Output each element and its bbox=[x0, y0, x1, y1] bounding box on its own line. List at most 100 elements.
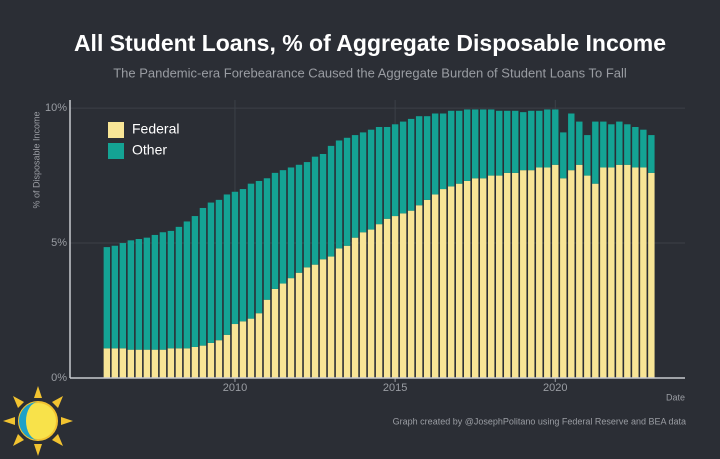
bar-segment bbox=[247, 318, 255, 378]
bar-segment bbox=[512, 110, 519, 173]
bar-segment bbox=[151, 349, 159, 378]
bar-segment bbox=[391, 216, 399, 378]
bar-segment bbox=[520, 170, 527, 378]
bar-segment bbox=[375, 224, 383, 378]
bar-segment bbox=[143, 237, 151, 350]
x-axis-label: Date bbox=[666, 392, 685, 402]
bar-segment bbox=[640, 129, 647, 168]
bar-segment bbox=[455, 183, 463, 378]
bar-segment bbox=[423, 116, 431, 200]
bar-segment bbox=[167, 348, 175, 378]
legend-swatch bbox=[108, 122, 124, 138]
bar-segment bbox=[512, 172, 519, 378]
bar-segment bbox=[111, 245, 119, 349]
bar-segment bbox=[303, 162, 311, 268]
bar-segment bbox=[439, 189, 447, 378]
bar-segment bbox=[159, 232, 167, 350]
chart-subtitle: The Pandemic-era Forebearance Caused the… bbox=[113, 65, 627, 80]
bar-segment bbox=[199, 207, 207, 346]
bar-segment bbox=[504, 172, 511, 378]
bar-segment bbox=[528, 110, 535, 171]
bar-segment bbox=[584, 135, 591, 176]
bar-segment bbox=[159, 349, 167, 378]
bar-segment bbox=[407, 210, 415, 378]
bar-segment bbox=[463, 109, 471, 181]
x-tick-label: 2010 bbox=[223, 382, 247, 394]
bar-segment bbox=[624, 124, 631, 165]
bar-segment bbox=[231, 191, 239, 325]
bar-segment bbox=[183, 348, 191, 378]
bar-segment bbox=[423, 199, 431, 378]
bar-segment bbox=[191, 346, 199, 378]
bar-segment bbox=[496, 175, 503, 378]
bar-segment bbox=[215, 199, 223, 341]
bar-segment bbox=[480, 109, 487, 179]
bar-segment bbox=[263, 299, 271, 378]
bar-segment bbox=[391, 124, 399, 217]
bar-segment bbox=[167, 230, 175, 349]
bar-segment bbox=[560, 178, 567, 378]
bar-segment bbox=[191, 216, 199, 347]
bar-segment bbox=[207, 202, 215, 343]
bar-segment bbox=[576, 121, 583, 165]
bar-segment bbox=[295, 272, 303, 378]
bar-segment bbox=[239, 189, 247, 322]
bar-segment bbox=[600, 121, 607, 168]
bar-segment bbox=[399, 213, 407, 378]
bar-segment bbox=[455, 110, 463, 184]
bar-segment bbox=[383, 218, 391, 378]
bar-segment bbox=[608, 167, 615, 378]
x-tick-label: 2015 bbox=[383, 382, 407, 394]
bar-segment bbox=[576, 164, 583, 378]
bar-segment bbox=[103, 348, 111, 378]
bar-segment bbox=[199, 345, 207, 378]
bar-segment bbox=[616, 121, 623, 165]
bar-segment bbox=[223, 194, 231, 335]
bar-segment bbox=[351, 237, 359, 378]
bar-segment bbox=[247, 183, 255, 319]
bar-segment bbox=[103, 247, 111, 349]
bar-segment bbox=[367, 129, 375, 230]
caption: Graph created by @JosephPolitano using F… bbox=[393, 416, 686, 426]
bar-segment bbox=[431, 194, 439, 378]
bar-segment bbox=[175, 226, 183, 349]
bar-segment bbox=[311, 156, 319, 265]
bar-segment bbox=[544, 109, 551, 168]
bar-segment bbox=[351, 135, 359, 238]
bar-segment bbox=[255, 180, 263, 314]
bar-segment bbox=[239, 321, 247, 378]
bar-segment bbox=[632, 126, 639, 168]
bar-segment bbox=[608, 124, 615, 168]
bar-segment bbox=[303, 267, 311, 378]
bar-segment bbox=[648, 172, 655, 378]
bar-segment bbox=[335, 140, 343, 249]
y-tick-label: 0% bbox=[51, 372, 67, 384]
bar-segment bbox=[327, 256, 335, 378]
bar-segment bbox=[600, 167, 607, 378]
bar-segment bbox=[127, 240, 135, 350]
bar-segment bbox=[119, 348, 127, 378]
bar-segment bbox=[151, 234, 159, 350]
bar-segment bbox=[335, 248, 343, 378]
bar-segment bbox=[504, 110, 511, 173]
bar-segment bbox=[383, 126, 391, 219]
bar-segment bbox=[496, 110, 503, 176]
bar-segment bbox=[431, 113, 439, 195]
bar-segment bbox=[536, 110, 543, 168]
x-tick-label: 2020 bbox=[543, 382, 567, 394]
bar-segment bbox=[287, 167, 295, 279]
bar-segment bbox=[528, 170, 535, 378]
bar-segment bbox=[568, 170, 575, 378]
bar-segment bbox=[439, 113, 447, 190]
bar-segment bbox=[135, 239, 143, 350]
bar-segment bbox=[327, 145, 335, 257]
bar-segment bbox=[415, 205, 423, 378]
bar-segment bbox=[624, 164, 631, 378]
bar-segment bbox=[488, 175, 495, 378]
bar-segment bbox=[640, 167, 647, 378]
y-tick-label: 10% bbox=[45, 102, 67, 114]
bar-segment bbox=[127, 349, 135, 378]
bar-segment bbox=[319, 259, 327, 378]
bar-segment bbox=[343, 137, 351, 246]
bar-segment bbox=[207, 342, 215, 378]
